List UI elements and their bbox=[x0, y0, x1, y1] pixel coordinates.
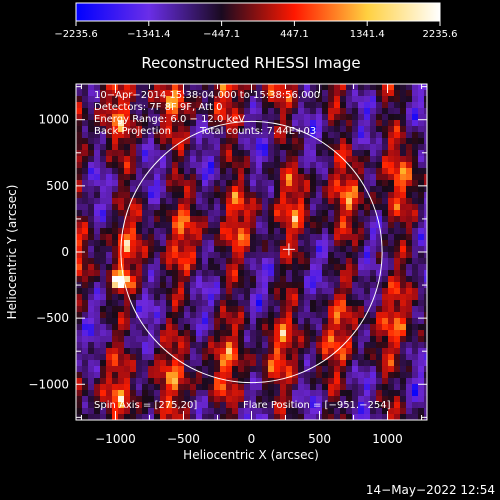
y-tick-label: −500 bbox=[36, 311, 69, 325]
colorbar-tick-label: 1341.4 bbox=[350, 29, 385, 40]
colorbar-ticks bbox=[75, 21, 441, 26]
x-axis-tick-labels: −1000 −500 0 500 1000 bbox=[95, 432, 403, 446]
x-tick-label: −1000 bbox=[95, 432, 136, 446]
center-cross-marker bbox=[282, 243, 295, 256]
annotation-flare-position: Flare Position = [−951.−254] bbox=[243, 400, 391, 411]
annotation-method: Back Projection bbox=[94, 126, 171, 137]
y-axis-tick-labels: −1000 −500 0 500 1000 bbox=[28, 113, 69, 392]
colorbar-tick-label: 447.1 bbox=[280, 29, 309, 40]
footer-timestamp: 14−May−2022 12:54 bbox=[366, 483, 495, 497]
colorbar-tick-label: −447.1 bbox=[203, 29, 240, 40]
y-axis-label: Heliocentric Y (arcsec) bbox=[5, 185, 19, 320]
annotation-time-range: 10−Apr−2014 15:38:04.000 to 15:38:56.000 bbox=[94, 90, 320, 101]
x-tick-label: 0 bbox=[248, 432, 256, 446]
colorbar-tick-labels: −2235.6 −1341.4 −447.1 447.1 1341.4 2235.6 bbox=[54, 29, 457, 40]
annotation-total-counts: Total counts: 7.44E+03 bbox=[199, 126, 316, 137]
x-axis-ticks bbox=[80, 84, 423, 420]
x-axis-label: Heliocentric X (arcsec) bbox=[183, 448, 319, 462]
x-tick-label: 500 bbox=[308, 432, 331, 446]
solar-limb-circle bbox=[120, 120, 383, 384]
y-tick-label: 1000 bbox=[38, 113, 69, 127]
colorbar-tick-label: −1341.4 bbox=[127, 29, 170, 40]
y-tick-label: 500 bbox=[46, 179, 69, 193]
annotation-detectors: Detectors: 7F 8F 9F, Att 0 bbox=[94, 102, 222, 113]
chart-title: Reconstructed RHESSI Image bbox=[141, 54, 360, 72]
x-tick-label: −500 bbox=[167, 432, 200, 446]
colorbar-tick-label: 2235.6 bbox=[423, 29, 458, 40]
annotation-spin-axis: Spin Axis = [275,20] bbox=[94, 400, 197, 411]
y-tick-label: 0 bbox=[61, 245, 69, 259]
x-tick-label: 1000 bbox=[372, 432, 403, 446]
colorbar-tick-label: −2235.6 bbox=[54, 29, 97, 40]
y-axis-ticks bbox=[76, 86, 427, 418]
y-tick-label: −1000 bbox=[28, 377, 69, 391]
colorbar bbox=[75, 2, 441, 22]
annotation-energy-range: Energy Range: 6.0 − 12.0 keV bbox=[94, 114, 245, 125]
